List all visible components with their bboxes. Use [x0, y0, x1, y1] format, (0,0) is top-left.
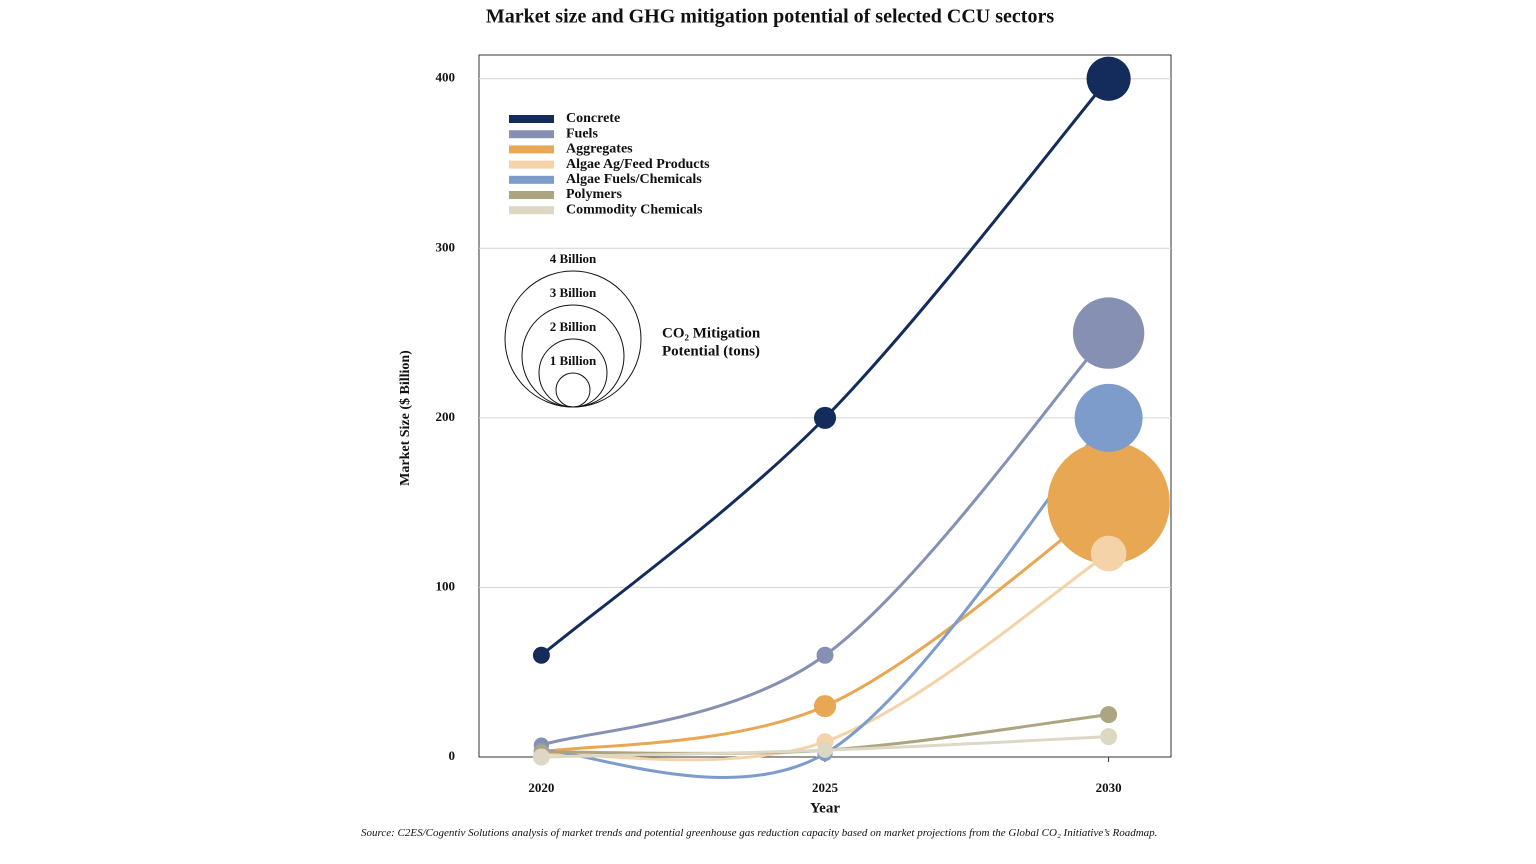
bubble — [817, 742, 833, 758]
x-tick-label: 2025 — [812, 780, 839, 795]
size-legend-label: 3 Billion — [550, 285, 597, 300]
y-tick-label: 100 — [436, 578, 456, 593]
legend-label: Algae Fuels/Chemicals — [566, 172, 702, 187]
size-legend-title: CO₂ Mitigation — [662, 325, 761, 341]
x-tick-label: 2020 — [528, 780, 554, 795]
y-tick-label: 0 — [449, 748, 456, 763]
legend-swatch — [509, 130, 554, 139]
series-line — [541, 416, 1110, 779]
legend-label: Concrete — [566, 111, 620, 126]
legend-swatch — [509, 206, 554, 215]
legend-swatch — [509, 160, 554, 169]
legend-label: Polymers — [566, 187, 623, 202]
bubble — [813, 695, 837, 718]
size-legend-label: 1 Billion — [550, 353, 597, 368]
x-tick-label: 2030 — [1096, 780, 1122, 795]
legend-label: Fuels — [566, 126, 598, 141]
legend-swatch — [509, 115, 554, 123]
y-tick-label: 400 — [436, 70, 456, 85]
x-axis-label: Year — [810, 800, 840, 816]
legend-swatch — [509, 191, 554, 199]
legend-swatch — [509, 175, 554, 184]
y-axis-label: Market Size ($ Billion) — [398, 350, 413, 486]
bubble — [1090, 535, 1127, 572]
legend-swatch — [509, 145, 554, 154]
bubble — [813, 406, 837, 429]
bubble — [1100, 706, 1118, 724]
bubble — [532, 748, 550, 766]
size-legend-label: 2 Billion — [550, 319, 597, 334]
chart-title: Market size and GHG mitigation potential… — [486, 6, 1054, 28]
size-legend-title: Potential (tons) — [662, 343, 760, 359]
bubble — [1047, 441, 1170, 564]
bubble — [1100, 728, 1118, 746]
bubble — [1072, 297, 1145, 369]
size-legend-circle — [555, 372, 591, 408]
legend-label: Commodity Chemicals — [566, 202, 703, 217]
bubble — [1086, 56, 1131, 101]
y-tick-label: 200 — [436, 409, 456, 424]
series-line — [540, 332, 1110, 747]
legend-label: Aggregates — [566, 142, 633, 157]
y-tick-label: 300 — [436, 239, 456, 254]
size-legend-label: 4 Billion — [550, 251, 597, 266]
source-note: Source: C2ES/Cogentiv Solutions analysis… — [361, 827, 1158, 839]
bubble — [816, 646, 834, 664]
bubble — [1074, 383, 1143, 452]
legend-label: Algae Ag/Feed Products — [566, 157, 710, 172]
bubble — [532, 646, 550, 664]
